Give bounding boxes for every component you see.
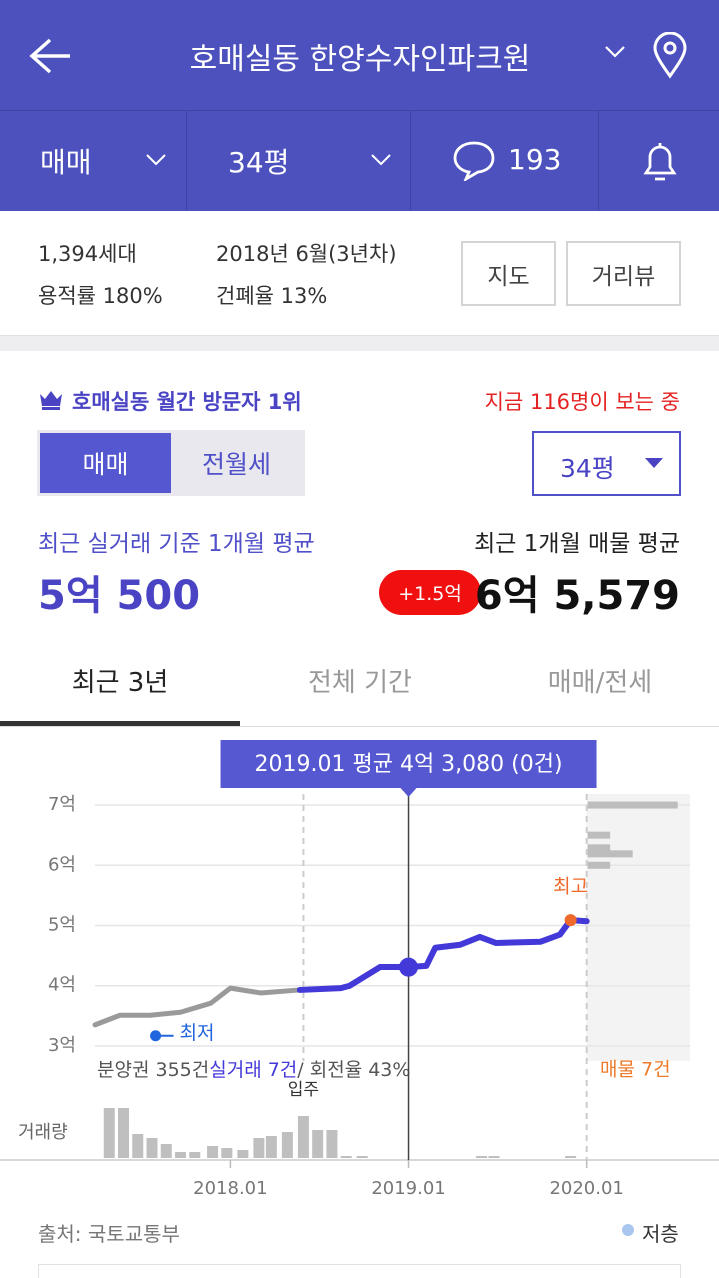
recent-label: 최근 실거래 기준 1개월 평균 xyxy=(38,531,315,557)
app-header: 호매실동 한양수자인파크원 xyxy=(0,0,719,110)
volume-bar xyxy=(160,1144,172,1158)
volume-bar xyxy=(253,1138,265,1158)
volume-bar xyxy=(132,1134,144,1158)
caret xyxy=(645,458,663,468)
legend-low-floor: 저층 xyxy=(642,1222,679,1246)
comment-icon[interactable] xyxy=(452,139,496,181)
y-tick-label: 5억 xyxy=(48,915,76,936)
y-tick-label: 7억 xyxy=(48,794,76,815)
x-tick-label: 2019.01 xyxy=(371,1178,445,1199)
listing-bar xyxy=(587,861,611,869)
volume-bar xyxy=(326,1130,338,1158)
visitor-rank: 호매실동 월간 방문자 1위 xyxy=(72,390,302,414)
legend-item: / 회전율 43% xyxy=(297,1059,410,1081)
size-select[interactable]: 34평 xyxy=(532,431,681,496)
map-button[interactable]: 지도 xyxy=(461,241,556,306)
tab[interactable]: 매매/전세 xyxy=(547,668,653,698)
legend-dot xyxy=(622,1224,634,1236)
highlight-point xyxy=(399,957,419,977)
y-tick-label: 6억 xyxy=(48,854,76,875)
tab-underline xyxy=(0,721,240,726)
divider xyxy=(598,110,599,211)
tab-active[interactable]: 최근 3년 xyxy=(71,668,169,698)
tooltip-pointer xyxy=(400,788,417,797)
min-label: 최저 xyxy=(180,1022,215,1044)
trade-type[interactable]: 매매 xyxy=(40,146,92,179)
next-card xyxy=(38,1264,681,1278)
volume-label: 거래량 xyxy=(18,1122,68,1143)
tooltip-box xyxy=(220,740,597,788)
listing-bar xyxy=(587,844,611,852)
volume-bar xyxy=(297,1116,309,1158)
volume-bar xyxy=(265,1136,277,1158)
comment-count: 193 xyxy=(508,143,562,176)
listing-bar xyxy=(587,831,611,839)
price-line xyxy=(92,985,303,1028)
divider xyxy=(410,110,411,211)
households: 1,394세대 xyxy=(38,242,137,266)
floor-area-ratio: 용적률 180% xyxy=(38,284,163,308)
price-line xyxy=(296,917,590,993)
crown-icon xyxy=(40,391,62,410)
tab[interactable]: 전체 기간 xyxy=(308,668,412,698)
recent-price: 5억 500 xyxy=(38,573,201,619)
section-gap xyxy=(0,335,719,351)
divider xyxy=(186,110,187,211)
volume-bar xyxy=(189,1152,201,1158)
title-dropdown[interactable] xyxy=(604,44,626,60)
price-chart: 3억 4억 5억 6억 7억 2018.01 2019.01 2020.01 입주 매물 7건거래… xyxy=(0,740,719,1199)
volume-bar xyxy=(237,1150,249,1158)
listing-bar xyxy=(587,801,678,809)
tooltip-text: 2019.01 평균 4억 3,080 (0건) xyxy=(255,752,563,777)
viewer-count: 지금 116명이 보는 중 xyxy=(484,390,680,414)
y-tick-label: 4억 xyxy=(48,975,76,996)
volume-bar xyxy=(312,1130,324,1158)
volume-bar xyxy=(340,1156,352,1158)
move-in-label: 입주 xyxy=(288,1080,319,1100)
max-point xyxy=(564,914,577,927)
location-icon[interactable] xyxy=(652,32,688,80)
volume-bar xyxy=(488,1156,500,1158)
x-tick-label: 2020.01 xyxy=(549,1178,623,1199)
volume-bar xyxy=(103,1108,115,1158)
legend: 분양권 355건실거래 7건/ 회전율 43% xyxy=(97,1059,410,1081)
listing-bar xyxy=(587,850,633,858)
trade-toggle: 매매 전월세 xyxy=(37,430,305,496)
size-filter[interactable]: 34평 xyxy=(228,146,290,179)
filter-bar: 매매 34평 193 xyxy=(0,110,719,211)
toggle-rent[interactable]: 전월세 xyxy=(201,450,271,479)
volume-bar xyxy=(175,1152,187,1158)
volume-bar xyxy=(476,1156,488,1158)
street-view-button[interactable]: 거리뷰 xyxy=(566,241,681,306)
size-value: 34평 xyxy=(560,454,615,483)
legend-item: 분양권 355건 xyxy=(97,1059,209,1081)
built-date: 2018년 6월(3년차) xyxy=(216,242,397,266)
y-tick-label: 3억 xyxy=(48,1035,76,1056)
volume-bar xyxy=(565,1156,577,1158)
legend-item: 실거래 7건 xyxy=(209,1059,297,1081)
chevron xyxy=(371,154,391,166)
toggle-sale[interactable]: 매매 xyxy=(40,433,171,493)
volume-bar xyxy=(221,1148,233,1158)
listing-price: 6억 5,579 xyxy=(474,573,680,619)
volume-bar xyxy=(118,1108,130,1158)
back-button[interactable] xyxy=(28,36,72,76)
max-label: 최고 xyxy=(553,876,588,898)
page-title: 호매실동 한양수자인파크원 xyxy=(189,42,531,77)
listing-label: 최근 1개월 매물 평균 xyxy=(474,531,680,557)
volume-bar xyxy=(356,1156,368,1158)
volume-bar xyxy=(207,1146,219,1158)
listing-label: 매물 7건 xyxy=(600,1059,671,1081)
chevron xyxy=(146,154,166,166)
x-tick-label: 2018.01 xyxy=(193,1178,267,1199)
diff-badge: +1.5억 xyxy=(379,570,481,615)
volume-bar xyxy=(146,1138,158,1158)
building-coverage: 건폐율 13% xyxy=(216,284,328,308)
bell-icon[interactable] xyxy=(640,139,680,185)
tab-border xyxy=(0,726,719,727)
source: 출처: 국토교통부 xyxy=(38,1222,180,1246)
volume-bar xyxy=(281,1132,293,1158)
